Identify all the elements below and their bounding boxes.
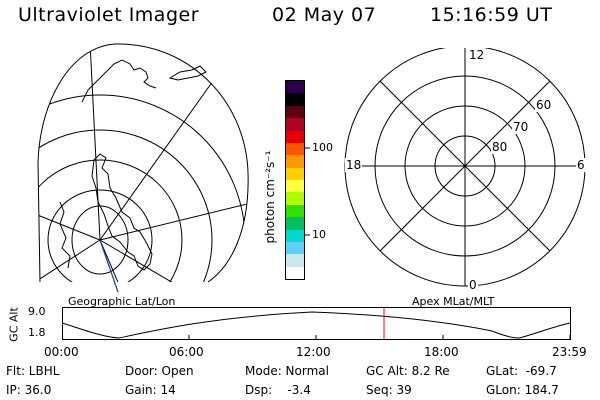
colorbar-segment	[286, 217, 304, 230]
mlt-meridian	[379, 80, 551, 252]
coastline	[168, 65, 207, 81]
gc-xtick-0600: 06:00	[169, 345, 204, 359]
longitude-line	[89, 43, 101, 241]
colorbar-segment	[286, 204, 304, 218]
mlat-label-80: 80	[491, 140, 509, 154]
status-mode: Mode: Normal	[245, 364, 329, 378]
colorbar-segment	[286, 93, 304, 106]
gc-xtick-2359: 23:59	[552, 345, 587, 359]
coastline	[81, 59, 157, 103]
latitude-circle	[38, 159, 183, 282]
colorbar-segment	[286, 229, 304, 242]
latitude-circle	[47, 189, 153, 282]
gc-altitude-plot	[62, 307, 571, 340]
longitude-line	[38, 239, 101, 282]
colorbar-segment	[286, 167, 304, 180]
longitude-line	[99, 201, 249, 241]
mlt-label-6: 6	[576, 158, 586, 172]
longitude-line	[99, 239, 181, 282]
status-seq: Seq: 39	[366, 383, 412, 397]
gc-xtick-1200: 12:00	[296, 345, 331, 359]
colorbar-unit-label: photon cm⁻²s⁻¹	[263, 150, 277, 244]
colorbar-segment	[286, 142, 304, 156]
map-caption: Geographic Lat/Lon	[68, 295, 176, 308]
latitude-circle	[38, 129, 213, 282]
gc-alt-ylabel: GC Alt	[7, 307, 21, 342]
observation-date: 02 May 07	[272, 4, 377, 26]
gc-xtick-1800: 18:00	[424, 345, 459, 359]
status-glat: GLat: -69.7	[486, 364, 557, 378]
colorbar-segment	[286, 254, 304, 267]
status-gain: Gain: 14	[125, 383, 176, 397]
colorbar-segment	[286, 130, 304, 143]
colorbar-segment	[286, 118, 304, 131]
colorbar-tick-10: 10	[312, 228, 326, 241]
gc-ytick-9: 9.0	[28, 305, 46, 318]
longitude-line	[38, 211, 101, 241]
status-dsp: Dsp: -3.4	[245, 383, 311, 397]
colorbar-segment	[286, 105, 304, 119]
mlt-label-0: 0	[468, 278, 478, 292]
map-limb-outline	[114, 43, 249, 283]
polar-plot	[344, 48, 586, 287]
geographic-map	[37, 43, 249, 292]
status-door: Door: Open	[125, 364, 194, 378]
gc-altitude-curve	[62, 311, 571, 339]
colorbar-segment	[286, 192, 304, 205]
coastline	[91, 153, 153, 271]
status-filter: Flt: LBHL	[6, 364, 60, 378]
colorbar-segment	[286, 81, 304, 94]
polar-caption: Apex MLat/MLT	[412, 295, 495, 308]
satellite-track	[99, 239, 119, 292]
colorbar-segment	[286, 155, 304, 168]
mlt-label-12: 12	[468, 48, 486, 62]
status-glon: GLon: 184.7	[486, 383, 559, 397]
gc-xtick-0000: 00:00	[44, 345, 79, 359]
mlat-label-70: 70	[512, 120, 530, 134]
longitude-line	[99, 56, 231, 241]
colorbar-tick-100: 100	[312, 141, 333, 154]
coastline	[59, 201, 71, 269]
observation-time: 15:16:59 UT	[430, 4, 553, 26]
colorbar-segment	[286, 180, 304, 193]
colorbar-ticks	[305, 147, 310, 236]
gc-ytick-1.8: 1.8	[28, 326, 46, 339]
colorbar-segment	[286, 241, 304, 255]
mlat-label-60: 60	[535, 98, 553, 112]
mlt-label-18: 18	[345, 158, 363, 172]
status-ip: IP: 36.0	[6, 383, 52, 397]
colorbar-segment	[286, 266, 304, 279]
colorbar	[285, 80, 305, 280]
status-gc-alt: GC Alt: 8.2 Re	[366, 364, 450, 378]
instrument-title: Ultraviolet Imager	[18, 4, 200, 26]
